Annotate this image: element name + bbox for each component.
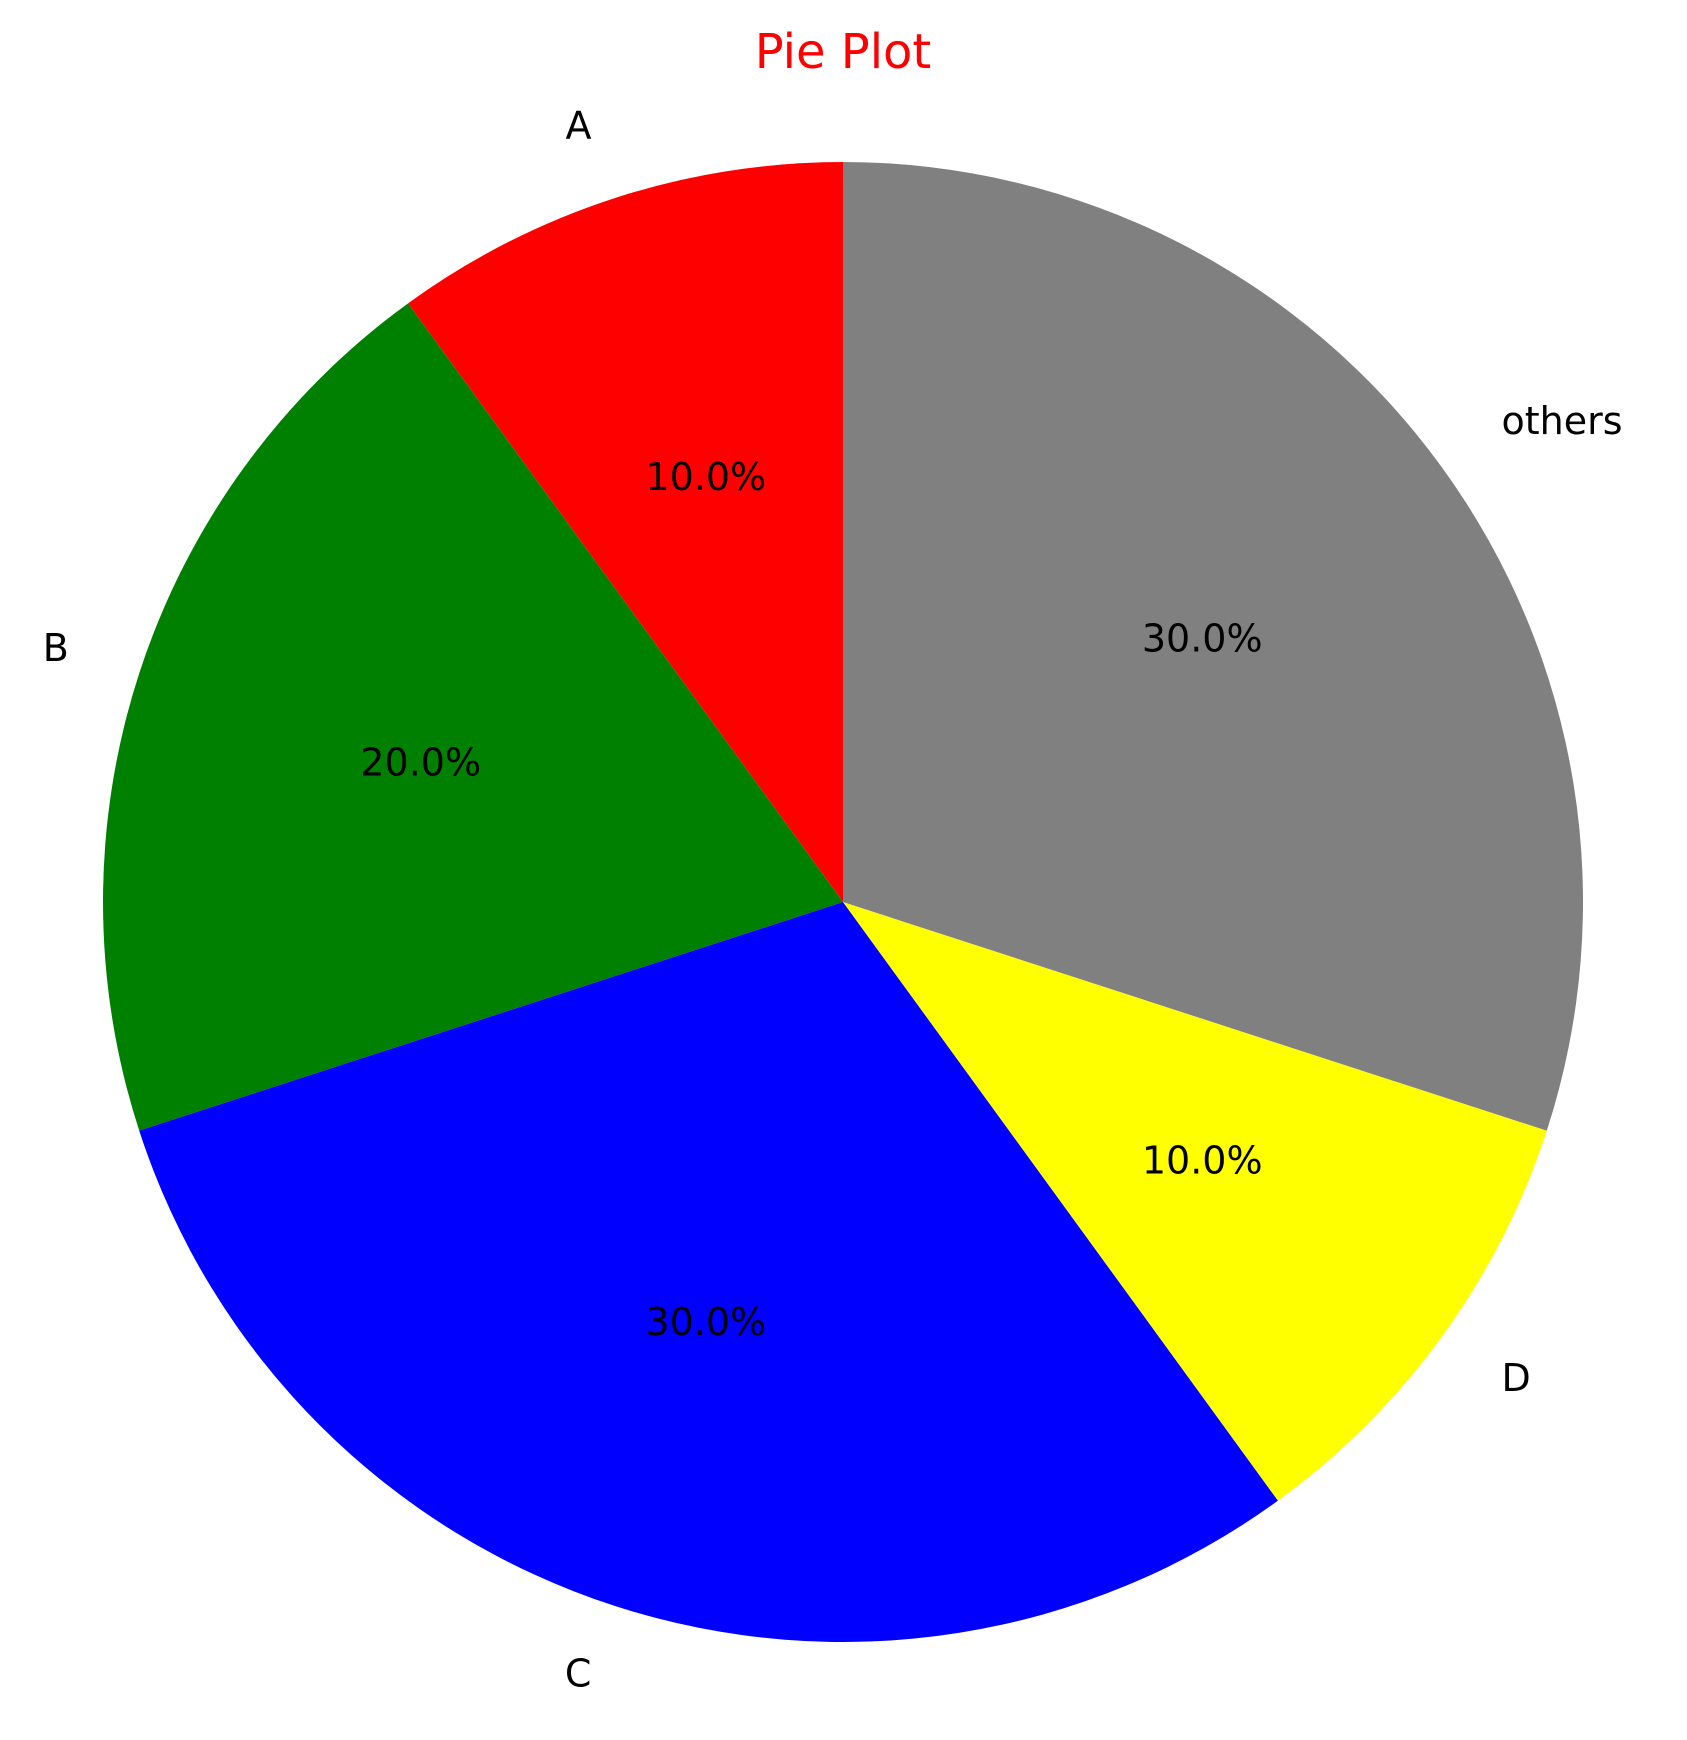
slice-pct-a: 10.0% (645, 455, 766, 499)
pie-slice-b (103, 303, 844, 1131)
slice-pct-d: 10.0% (1142, 1138, 1263, 1182)
pie-slice-c (139, 902, 1278, 1643)
pie-slices (103, 162, 1583, 1643)
pie-labels: A 10.0% B 20.0% C 30.0% D 10.0% others 30.0% (43, 103, 1623, 1695)
slice-pct-c: 30.0% (645, 1300, 766, 1344)
pie-slice-d (843, 902, 1547, 1501)
slice-pct-others: 30.0% (1142, 617, 1263, 661)
pie-slice-others (843, 162, 1583, 1131)
chart-title: Pie Plot (755, 24, 931, 80)
slice-label-b: B (43, 626, 69, 670)
slice-pct-b: 20.0% (360, 740, 481, 784)
pie-slice-a (408, 162, 843, 902)
slice-label-c: C (565, 1652, 592, 1696)
slice-label-others: others (1502, 399, 1623, 443)
slice-label-d: D (1502, 1356, 1531, 1400)
slice-label-a: A (565, 103, 591, 147)
